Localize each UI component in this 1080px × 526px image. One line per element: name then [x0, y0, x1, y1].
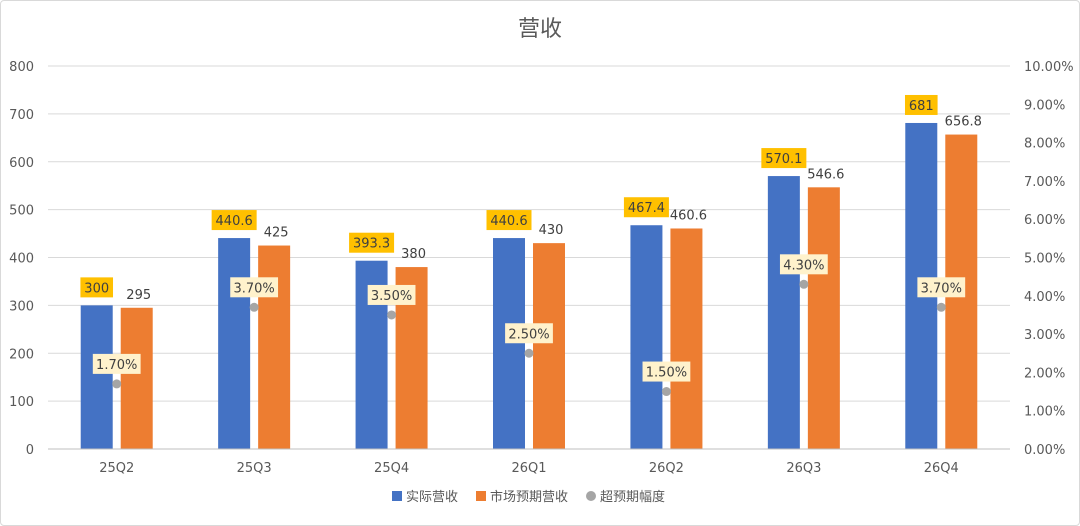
y-tick-left: 700 [9, 108, 34, 123]
point-beat-margin [661, 387, 671, 397]
data-label-expected: 295 [126, 288, 151, 303]
gridlines [48, 65, 1010, 402]
label-box-percent [642, 361, 691, 382]
x-tick-label: 25Q3 [237, 461, 272, 476]
x-tick-label: 26Q3 [786, 461, 821, 476]
y-tick-right: 1.00% [1024, 405, 1065, 420]
point-beat-margin [387, 310, 397, 320]
y-axis-left: 0 100 200 300 400 500 600 700 800 [9, 60, 34, 458]
y-axis-right: 0.00% 1.00% 2.00% 3.00% 4.00% 5.00% 6.00% 7.00%… [1024, 60, 1074, 458]
data-label-expected: 430 [539, 223, 564, 238]
data-label-actual: 570.1 [765, 152, 802, 167]
bar-expected [807, 187, 840, 449]
label-box-actual [486, 210, 532, 231]
y-tick-right: 8.00% [1024, 137, 1065, 152]
data-labels: 300 295 1.70% 440.6 425 3.70% 393.3 380 3.50% 440… [80, 94, 982, 382]
data-label-actual: 393.3 [353, 237, 390, 252]
bars [80, 122, 978, 449]
label-box-percent [92, 353, 141, 374]
data-label-expected: 460.6 [670, 208, 707, 223]
legend: 实际营收 市场预期营收 超预期幅度 [392, 489, 665, 505]
data-label-expected: 380 [401, 247, 426, 262]
y-tick-right: 9.00% [1024, 98, 1065, 113]
y-tick-right: 10.00% [1024, 60, 1074, 75]
data-label-percent: 4.30% [783, 258, 824, 273]
y-tick-right: 5.00% [1024, 252, 1065, 267]
y-tick-left: 800 [9, 60, 34, 75]
legend-label-2: 超预期幅度 [600, 489, 665, 505]
point-beat-margin [249, 302, 259, 312]
bar-actual [767, 176, 800, 449]
bar-actual [493, 238, 525, 449]
legend-marker-1 [476, 491, 486, 501]
label-box-actual [623, 197, 669, 218]
y-tick-left: 300 [9, 299, 34, 314]
data-label-actual: 681 [909, 99, 934, 114]
x-tick-label: 25Q2 [99, 461, 134, 476]
bar-actual [218, 238, 251, 449]
bar-expected [670, 228, 703, 449]
legend-marker-0 [392, 491, 402, 501]
legend-marker-2 [586, 491, 596, 501]
bar-actual [80, 305, 113, 449]
y-tick-right: 7.00% [1024, 175, 1065, 190]
y-tick-right: 6.00% [1024, 213, 1065, 228]
y-tick-left: 200 [9, 347, 34, 362]
label-box-percent [779, 254, 828, 275]
legend-label-0: 实际营收 [406, 490, 458, 505]
point-beat-margin [112, 379, 122, 389]
y-tick-left: 500 [9, 204, 34, 219]
y-tick-right: 4.00% [1024, 290, 1065, 305]
label-box-actual [349, 232, 395, 253]
label-box-actual [904, 94, 938, 115]
data-label-expected: 425 [264, 226, 289, 241]
data-label-percent: 2.50% [508, 327, 549, 342]
data-label-percent: 3.50% [371, 289, 412, 304]
label-box-percent [917, 277, 966, 298]
data-label-percent: 1.50% [646, 366, 687, 381]
x-tick-label: 26Q1 [511, 461, 546, 476]
data-label-percent: 1.70% [96, 358, 137, 373]
y-tick-left: 100 [9, 395, 34, 410]
point-beat-margin [799, 279, 809, 289]
x-tick-label: 26Q2 [649, 461, 684, 476]
point-beat-margin [524, 348, 534, 358]
y-tick-left: 400 [9, 252, 34, 267]
data-label-actual: 467.4 [628, 201, 665, 216]
data-label-expected: 546.6 [807, 167, 844, 182]
x-tick-label: 25Q4 [374, 461, 409, 476]
legend-label-1: 市场预期营收 [490, 489, 568, 505]
x-axis: 25Q2 25Q3 25Q4 26Q1 26Q2 26Q3 26Q4 [48, 448, 1010, 476]
y-tick-right: 3.00% [1024, 328, 1065, 343]
scatter-points [112, 279, 946, 397]
label-box-actual [761, 148, 807, 169]
bar-expected [120, 307, 153, 449]
label-box-percent [230, 277, 279, 298]
data-label-actual: 300 [84, 281, 109, 296]
data-label-actual: 440.6 [216, 214, 253, 229]
data-label-actual: 440.6 [490, 214, 527, 229]
bar-expected [533, 243, 565, 449]
data-label-expected: 656.8 [945, 115, 982, 130]
bar-expected [258, 245, 291, 449]
label-box-percent [367, 284, 416, 305]
data-label-percent: 3.70% [921, 281, 962, 296]
chart-title: 营收 [518, 17, 562, 42]
label-box-percent [505, 323, 553, 344]
label-box-actual [80, 277, 114, 298]
point-beat-margin [936, 302, 946, 312]
label-box-actual [211, 210, 257, 231]
y-tick-right: 0.00% [1024, 443, 1065, 458]
y-tick-right: 2.00% [1024, 366, 1065, 381]
x-tick-label: 26Q4 [924, 461, 959, 476]
y-tick-left: 0 [26, 443, 34, 458]
bar-actual [630, 225, 663, 449]
y-tick-left: 600 [9, 156, 34, 171]
data-label-percent: 3.70% [233, 281, 274, 296]
